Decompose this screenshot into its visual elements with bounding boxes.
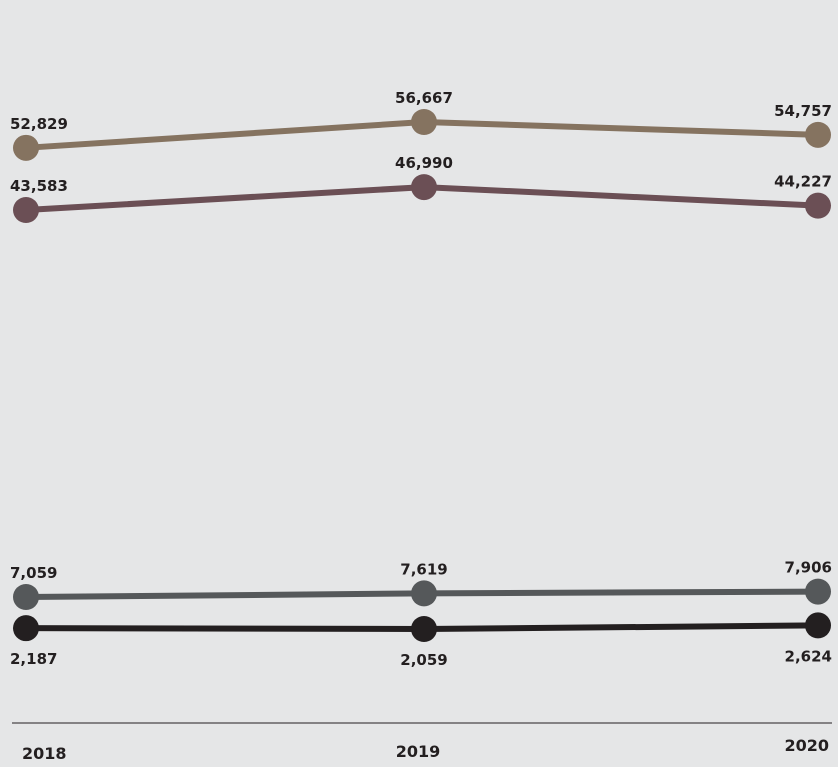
series-3: 7,059 7,619 7,906 [10,559,832,610]
x-tick-label: 2020 [784,736,829,755]
series-2: 43,583 46,990 44,227 [10,154,832,223]
x-axis-ticks: 2018 2019 2020 [22,736,829,763]
series-3-point [805,578,831,605]
data-label: 44,227 [774,173,832,191]
series-3-point [13,584,39,610]
series-3-point [411,580,437,607]
data-label: 52,829 [10,115,68,133]
data-label: 54,757 [774,102,832,120]
series-2-point [805,192,831,219]
series-layer: 52,829 56,667 54,757 43,583 46,990 44,227 7,05… [10,89,832,669]
series-1: 52,829 56,667 54,757 [10,89,832,161]
data-label: 46,990 [395,154,453,172]
series-1-point [13,134,39,161]
series-4-point [411,616,437,642]
data-label: 2,624 [785,647,832,665]
series-2-point [411,174,437,201]
series-4: 2,187 2,059 2,624 [10,612,832,669]
series-2-point [13,197,39,223]
series-1-point [411,109,437,135]
data-label: 2,059 [400,651,447,669]
data-label: 7,059 [10,564,57,582]
series-4-point [13,615,39,642]
series-4-point [805,612,831,639]
x-tick-label: 2018 [22,744,67,762]
series-1-point [805,121,831,148]
data-label: 43,583 [10,177,68,195]
x-tick-label: 2019 [396,742,441,761]
data-label: 56,667 [395,89,453,107]
data-label: 2,187 [10,650,57,668]
data-label: 7,906 [785,559,832,577]
data-label: 7,619 [400,560,447,578]
